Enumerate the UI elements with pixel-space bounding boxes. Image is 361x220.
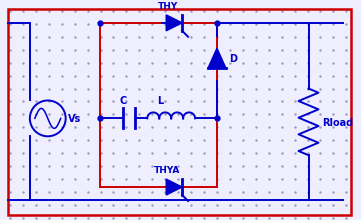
Polygon shape (166, 15, 182, 31)
Text: Vs: Vs (68, 114, 81, 124)
Text: L: L (157, 96, 164, 106)
Text: C: C (119, 96, 127, 106)
Text: D: D (229, 54, 237, 64)
Text: Rload: Rload (322, 118, 353, 128)
Polygon shape (208, 48, 226, 68)
Polygon shape (166, 179, 182, 195)
Text: THYA: THYA (154, 166, 180, 175)
Text: THY: THY (158, 2, 178, 11)
